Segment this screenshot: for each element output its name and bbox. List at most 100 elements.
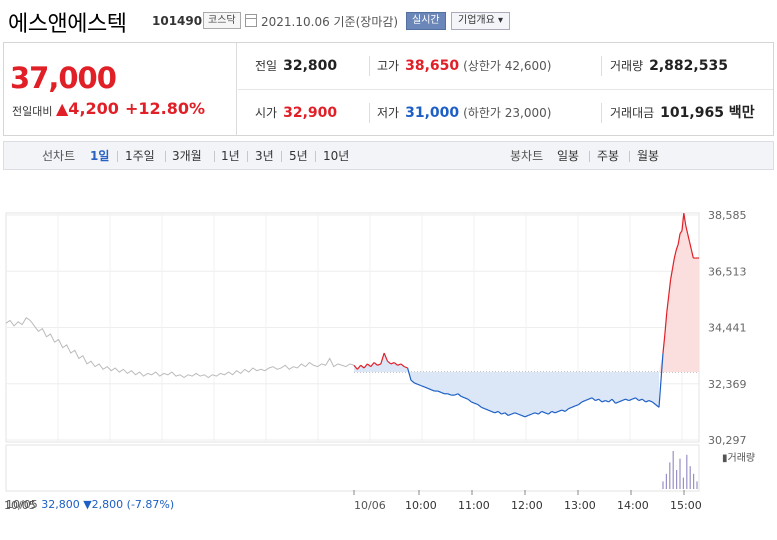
series-today-segment	[581, 399, 586, 403]
series-today-segment	[481, 406, 485, 410]
prev-day-change: ▼2,800	[83, 498, 124, 511]
amount-cell: 거래대금 101,965 백만	[610, 90, 755, 136]
series-today-segment	[454, 393, 459, 396]
series-today-segment	[471, 401, 475, 404]
tab-5year[interactable]: 5년	[289, 149, 308, 163]
lower-limit: (하한가 23,000)	[463, 106, 552, 120]
volume-frame	[5, 444, 700, 492]
series-today-segment	[666, 295, 670, 313]
series-today-segment	[514, 412, 519, 415]
high-value: 38,650	[405, 58, 460, 74]
series-today-segment	[404, 366, 408, 369]
series-today-segment	[585, 398, 589, 402]
low-value: 31,000	[405, 105, 460, 121]
series-today-segment	[537, 410, 543, 415]
series-today-segment	[360, 364, 365, 369]
series-today-segment	[548, 410, 553, 415]
series-today-segment	[400, 363, 405, 368]
series-today-segment	[464, 397, 469, 400]
series-today-segment	[497, 410, 502, 415]
open-cell: 시가 32,900	[255, 90, 337, 136]
realtime-button[interactable]: 실시간	[406, 12, 446, 30]
series-today-segment	[524, 414, 529, 418]
series-today-segment	[558, 409, 563, 412]
series-today-segment	[554, 410, 559, 414]
series-today-segment	[447, 393, 452, 396]
series-today-segment	[387, 360, 392, 365]
series-today-segment	[574, 404, 579, 407]
series-today-segment	[673, 249, 677, 259]
y-tick-label: 38,585	[708, 209, 747, 222]
company-overview-dropdown[interactable]: 기업개요 ▾	[451, 12, 510, 30]
tab-10year[interactable]: 10년	[323, 149, 350, 163]
series-today-segment	[608, 398, 613, 403]
series-today-segment	[504, 412, 509, 416]
series-today-segment	[457, 393, 462, 397]
tab-1day[interactable]: 1일	[90, 149, 110, 163]
series-today-segment	[662, 333, 666, 354]
market-badge: 코스닥	[203, 12, 241, 29]
series-today-segment	[638, 398, 643, 402]
series-today-segment	[377, 363, 382, 366]
price-info-box: 37,000 전일대비 ▲4,200 +12.80% 전일 32,800 고가 38…	[3, 42, 774, 136]
series-today-segment	[669, 268, 674, 280]
amount-label: 거래대금	[610, 106, 655, 120]
series-today-segment	[651, 401, 657, 406]
stock-code: 101490	[152, 14, 203, 28]
tab-3year[interactable]: 3년	[255, 149, 274, 163]
series-today-segment	[615, 401, 620, 404]
series-today-segment	[541, 410, 546, 414]
series-today-segment	[625, 398, 630, 402]
prev-close-cell: 전일 32,800	[255, 43, 337, 89]
series-today-segment	[683, 213, 687, 226]
series-today-segment	[528, 413, 532, 417]
price-chart: 38,585 36,513 34,441 32,369 30,297 ▮거래량 10/05 1…	[0, 185, 777, 540]
prev-day-date: 10/05	[6, 498, 38, 511]
series-today-segment	[363, 363, 368, 369]
volume-label: 거래량	[610, 59, 644, 73]
series-today-segment	[430, 389, 435, 392]
series-today-segment	[393, 362, 398, 366]
x-time-label: 15:00	[670, 499, 702, 512]
tab-monthly-candle[interactable]: 월봉	[637, 149, 660, 163]
series-today-segment	[534, 412, 539, 415]
series-today-segment	[507, 413, 512, 417]
x-time-label: 13:00	[564, 499, 596, 512]
high-cell: 고가 38,650 (상한가 42,600)	[377, 43, 551, 89]
series-today-segment	[521, 414, 526, 418]
series-today-segment	[501, 412, 506, 415]
series-today-segment	[414, 382, 418, 385]
series-today-segment	[544, 412, 549, 415]
series-prev-day	[5, 317, 355, 379]
series-today-segment	[690, 249, 694, 259]
series-today-segment	[407, 367, 412, 381]
tab-1year[interactable]: 1년	[221, 149, 240, 163]
tab-3month[interactable]: 3개월	[172, 149, 202, 163]
series-today-segment	[618, 399, 623, 403]
tab-weekly-candle[interactable]: 주봉	[597, 149, 620, 163]
candle-chart-label: 봉차트	[510, 149, 544, 163]
tab-daily-candle[interactable]: 일봉	[557, 149, 580, 163]
calendar-icon	[245, 14, 257, 27]
x-day-label: 10/05	[4, 499, 36, 512]
prev-close-label: 전일	[255, 59, 278, 73]
series-today-segment	[367, 363, 372, 368]
y-tick-label: 36,513	[708, 265, 747, 278]
series-today-segment	[628, 398, 633, 402]
prev-close-value: 32,800	[283, 58, 338, 74]
series-today-segment	[380, 352, 385, 365]
series-today-segment	[373, 362, 378, 366]
series-today-segment	[477, 404, 482, 408]
series-today-segment	[474, 402, 479, 406]
series-today-segment	[687, 233, 691, 242]
tab-1week[interactable]: 1주일	[125, 149, 155, 163]
series-today-segment	[494, 410, 499, 414]
prev-day-price: 32,800	[41, 498, 80, 511]
volume-value: 2,882,535	[649, 58, 728, 74]
open-value: 32,900	[283, 105, 338, 121]
x-time-label: 14:00	[617, 499, 649, 512]
series-today-segment	[641, 398, 646, 403]
change-value: ▲4,200	[56, 99, 119, 118]
series-today-segment	[658, 353, 664, 408]
y-tick-label: 30,297	[708, 434, 747, 447]
